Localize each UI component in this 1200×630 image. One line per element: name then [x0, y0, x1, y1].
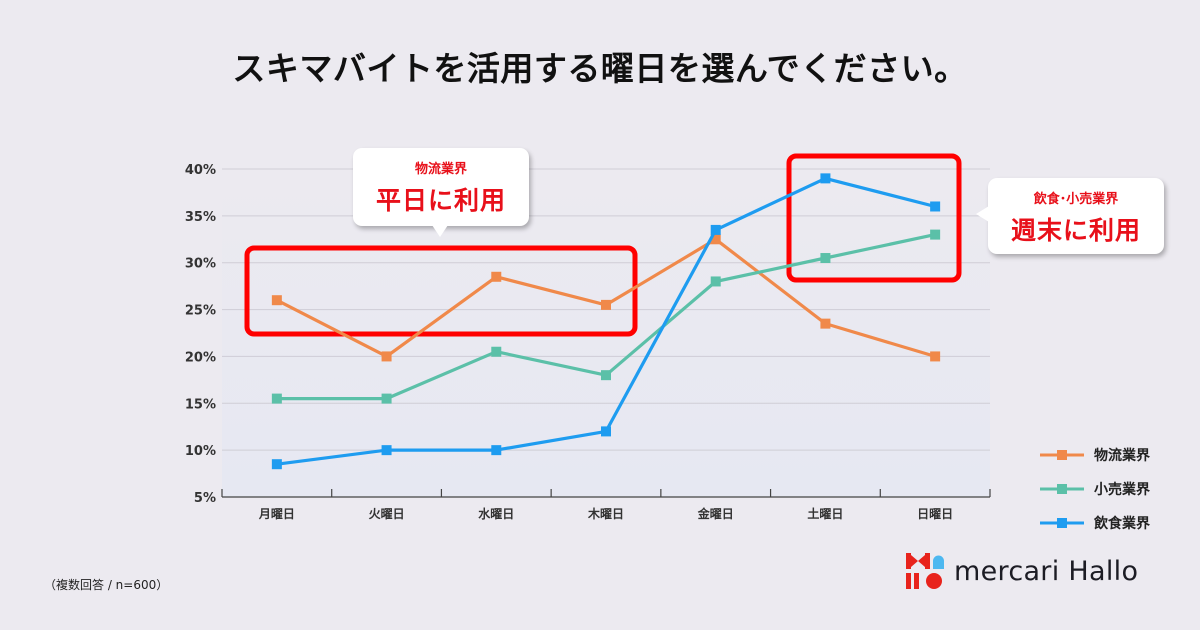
weekday-highlight-box — [244, 245, 638, 337]
x-tick-label: 日曜日 — [917, 507, 953, 521]
data-point-marker — [930, 229, 941, 240]
mercari-hallo-logo: mercari Hallo — [906, 553, 1138, 589]
y-tick-label: 25% — [185, 304, 216, 319]
data-point-marker — [271, 393, 282, 404]
data-point-marker — [601, 370, 611, 381]
logo-text: mercari Hallo — [954, 555, 1139, 587]
y-tick-label: 35% — [185, 210, 216, 225]
mercari-hallo-logo-icon — [906, 553, 944, 589]
data-point-marker — [710, 224, 721, 235]
callout-weekday-main: 平日に利用 — [375, 186, 506, 215]
callout-weekday-sub: 物流業界 — [414, 162, 467, 177]
data-point-marker — [820, 173, 831, 184]
x-tick-label: 木曜日 — [587, 506, 624, 521]
highlight-boxes — [244, 153, 962, 337]
gridlines — [222, 168, 990, 451]
data-point-marker — [271, 295, 282, 306]
series-物流業界 — [271, 234, 941, 362]
data-point-marker — [820, 253, 831, 264]
legend-line-marker-icon — [1040, 484, 1084, 494]
data-point-marker — [710, 234, 721, 245]
data-point-marker — [381, 393, 392, 404]
series-小売業界 — [271, 229, 941, 404]
chart-title: スキマバイトを活用する曜日を選んでください。 — [232, 49, 968, 88]
legend-label: 物流業界 — [1094, 448, 1150, 464]
y-tick-label: 40% — [185, 163, 216, 178]
y-tick-label: 10% — [185, 444, 216, 459]
data-point-marker — [601, 426, 611, 437]
data-point-marker — [710, 276, 721, 287]
y-tick-label: 5% — [194, 491, 216, 506]
sample-note: （複数回答 / n=600） — [44, 578, 169, 592]
data-point-marker — [491, 445, 502, 456]
x-tick-label: 金曜日 — [697, 506, 734, 521]
legend-item-retail: 小売業界 — [1040, 472, 1150, 506]
legend-label: 飲食業界 — [1094, 516, 1150, 532]
data-point-marker — [601, 299, 611, 310]
y-tick-label: 30% — [185, 257, 216, 272]
x-tick-label: 水曜日 — [478, 506, 514, 521]
legend-line-marker-icon — [1040, 450, 1084, 460]
y-axis-ticks: 5% 10% 15% 20% 25% 30% 35% 40% — [185, 163, 216, 506]
legend: 物流業界 小売業界 飲食業界 — [1040, 438, 1150, 540]
data-point-marker — [271, 459, 282, 470]
series-lines — [271, 173, 941, 470]
data-point-marker — [820, 318, 831, 329]
data-point-marker — [930, 201, 941, 212]
x-tick-label: 土曜日 — [807, 506, 843, 521]
legend-label: 小売業界 — [1094, 482, 1150, 498]
y-tick-label: 15% — [185, 397, 216, 412]
callout-tail — [976, 206, 989, 222]
x-tick-label: 月曜日 — [258, 507, 295, 521]
callout-weekend: 飲食･小売業界 週末に利用 — [976, 178, 1164, 254]
data-point-marker — [491, 346, 502, 357]
legend-line-marker-icon — [1040, 518, 1084, 528]
callout-weekend-sub: 飲食･小売業界 — [1033, 192, 1119, 207]
callout-weekday: 物流業界 平日に利用 — [353, 148, 529, 237]
callout-weekend-main: 週末に利用 — [1010, 216, 1141, 245]
legend-item-logistics: 物流業界 — [1040, 438, 1150, 472]
weekend-highlight-box — [786, 153, 962, 283]
legend-item-food: 飲食業界 — [1040, 506, 1150, 540]
data-point-marker — [381, 351, 392, 362]
data-point-marker — [491, 271, 502, 282]
x-axis: 月曜日 火曜日 水曜日 木曜日 金曜日 土曜日 日曜日 — [221, 489, 991, 521]
y-tick-label: 20% — [185, 350, 216, 365]
callout-tail — [432, 225, 448, 237]
data-point-marker — [381, 445, 392, 456]
x-tick-label: 火曜日 — [369, 507, 405, 521]
series-飲食業界 — [271, 173, 941, 470]
data-point-marker — [930, 351, 941, 362]
